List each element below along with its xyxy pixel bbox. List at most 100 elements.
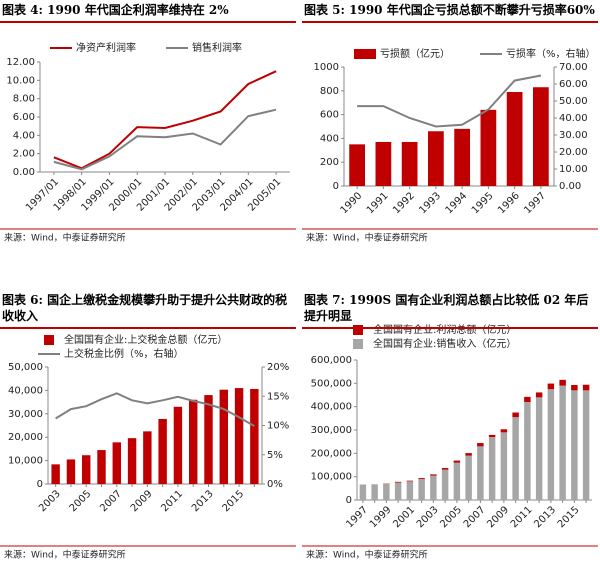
bar <box>359 484 367 500</box>
bar <box>97 450 106 484</box>
x-tick-label: 2001 <box>391 504 417 530</box>
bar <box>571 390 578 500</box>
legend-label: 净资产利润率 <box>76 41 136 54</box>
bar <box>477 446 484 500</box>
bar <box>383 483 390 500</box>
y-tick-label: 1000 <box>314 62 339 73</box>
legend-label: 全国国有企业:上交税金总额（亿元） <box>64 333 227 346</box>
bar <box>582 384 590 391</box>
bar <box>506 91 523 186</box>
bar <box>571 384 578 391</box>
bar <box>512 417 519 500</box>
bar <box>465 455 472 500</box>
bar <box>406 480 414 482</box>
bar <box>401 141 418 186</box>
x-tick-label: 2009 <box>129 488 155 514</box>
y-tick-label: 10,000 <box>8 456 43 467</box>
legend-label: 上交税金比例（%，右轴） <box>64 347 184 360</box>
x-tick-label: 2013 <box>190 488 216 514</box>
bar <box>441 469 449 500</box>
bar <box>500 432 508 500</box>
y-tick-label: 0 <box>346 495 352 506</box>
chart: 0 10,000 20,000 30,000 40,000 50,000 0% 5% 10% 15… <box>0 333 296 561</box>
y-tick-label: 500,000 <box>311 378 352 389</box>
y2-tick-label: 30.00 <box>559 130 588 141</box>
y2-tick-label: 0% <box>267 479 283 490</box>
y-tick-label: 0 <box>37 479 43 490</box>
bar <box>500 429 508 433</box>
y-tick-label: 4.00 <box>13 130 35 141</box>
bar <box>394 481 402 483</box>
bar <box>82 455 91 484</box>
y2-tick-label: 10% <box>267 421 289 432</box>
y-tick-label: 20,000 <box>8 432 43 443</box>
y-tick-label: 0.00 <box>13 167 35 178</box>
source: 来源：Wind，中泰证券研究所 <box>4 232 126 244</box>
legend-swatch <box>44 335 54 345</box>
bar <box>219 389 228 484</box>
y-tick-label: 10.00 <box>6 75 35 86</box>
y-tick-label: 40,000 <box>8 385 43 396</box>
x-tick-label: 1997 <box>344 504 370 530</box>
y-tick-label: 100,000 <box>311 472 352 483</box>
y-tick-label: 0 <box>333 181 339 192</box>
y2-tick-label: 0.00 <box>559 181 581 192</box>
chart: 0 200 400 600 800 1000 0.00 10.00 20.00 30.00 40.0… <box>302 47 598 244</box>
y2-tick-label: 70.00 <box>559 62 588 73</box>
legend-label: 销售利润率 <box>192 41 242 54</box>
legend-label: 亏损额（亿元） <box>380 47 450 60</box>
bar <box>112 442 121 484</box>
bar <box>524 396 531 402</box>
bar <box>535 392 543 398</box>
y-tick-label: 600 <box>320 110 339 121</box>
bar <box>234 388 244 484</box>
x-tick-label: 1995 <box>470 190 496 216</box>
y-tick-label: 200,000 <box>311 448 352 459</box>
x-tick-label: 1996 <box>496 190 522 216</box>
chart-title: 图表 6: 国企上缴税金规模攀升助于提升公共财政的税收收入 <box>0 290 296 329</box>
bar <box>488 437 496 500</box>
x-tick-label: 2007 <box>98 488 124 514</box>
x-tick-label: 2015 <box>556 504 582 530</box>
y-tick-label: 30,000 <box>8 409 43 420</box>
bar <box>430 475 437 500</box>
bar <box>533 87 549 186</box>
y2-tick-label: 60.00 <box>559 79 588 90</box>
y-tick-label: 50,000 <box>8 362 43 373</box>
bar <box>127 438 137 484</box>
bar <box>375 141 392 186</box>
bar <box>158 418 167 484</box>
y2-tick-label: 5% <box>267 450 283 461</box>
bar <box>535 397 543 500</box>
y-tick-label: 400,000 <box>311 402 352 413</box>
chart-title: 图表 4: 1990 年代国企利润率维持在 2% <box>0 0 296 23</box>
chart-panel: 0.00 2.00 4.00 6.00 8.00 10.00 12.00 1997/01 199… <box>0 0 296 245</box>
source: 来源：Wind，中泰证券研究所 <box>4 549 126 561</box>
line <box>357 74 542 128</box>
bar <box>582 390 590 500</box>
legend-label: 亏损率（%，右轴） <box>506 47 596 60</box>
bar <box>524 402 531 500</box>
bar <box>559 379 566 386</box>
bar <box>204 395 213 484</box>
source: 来源：Wind，中泰证券研究所 <box>306 549 428 561</box>
chart-title: 图表 7: 1990S 国有企业利润总额占比较低 02 年后提升明显 <box>302 290 598 329</box>
bar <box>559 385 566 500</box>
bar <box>189 399 198 484</box>
x-tick-label: 1990 <box>339 190 365 216</box>
legend-swatch <box>353 339 363 349</box>
line <box>53 108 277 171</box>
bar <box>512 412 519 418</box>
x-tick-label: 1997 <box>522 190 548 216</box>
y2-tick-label: 20.00 <box>559 147 588 158</box>
bar <box>349 144 365 186</box>
bar <box>406 481 414 500</box>
source: 来源：Wind，中泰证券研究所 <box>306 232 428 244</box>
legend-swatch <box>354 49 376 59</box>
y2-tick-label: 15% <box>267 391 289 402</box>
x-tick-label: 1992 <box>391 190 417 216</box>
bar <box>480 109 497 186</box>
y-tick-label: 12.00 <box>6 57 35 68</box>
bar <box>453 462 461 500</box>
x-tick-label: 2003 <box>37 488 63 514</box>
